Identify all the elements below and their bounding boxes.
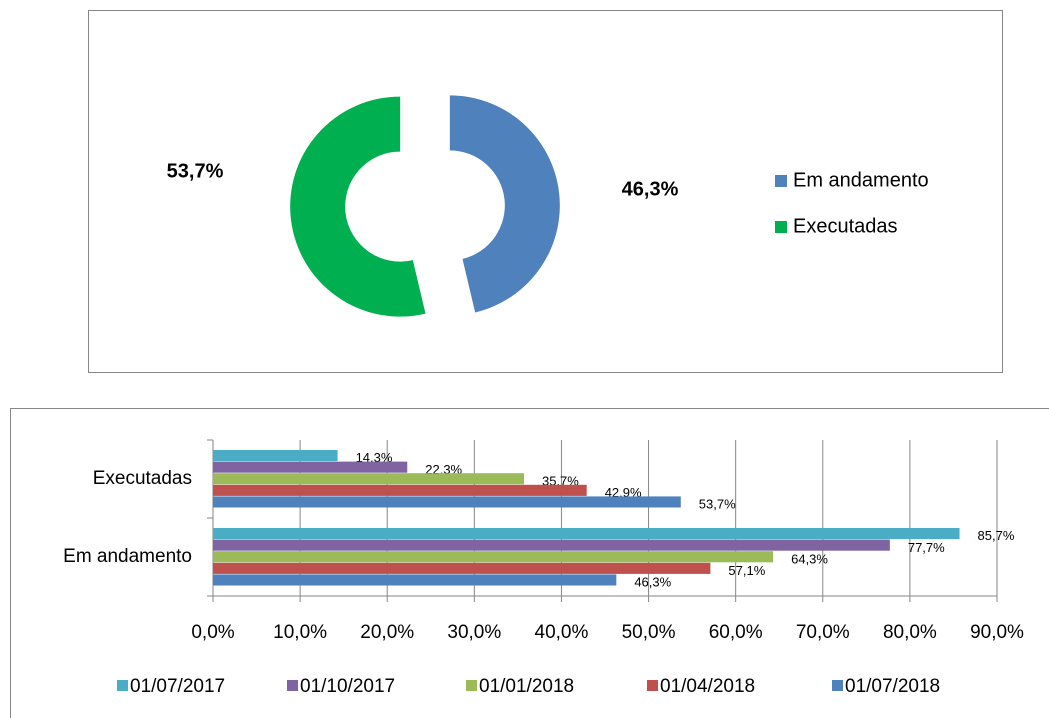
data-label: 42,9% (605, 485, 642, 500)
data-label: 53,7% (167, 160, 224, 182)
bar (213, 528, 960, 540)
data-label: 46,3% (622, 178, 679, 200)
bar (213, 539, 890, 551)
y-tick-label: Executadas (93, 468, 192, 489)
legend-swatch (117, 680, 128, 691)
legend-swatch (647, 680, 658, 691)
bar (213, 484, 587, 496)
data-label: 57,1% (728, 563, 765, 578)
x-tick-label: 90,0% (970, 622, 1024, 643)
x-tick-label: 50,0% (622, 622, 676, 643)
legend-label: Executadas (793, 215, 898, 237)
donut-segment (290, 96, 426, 317)
bar (213, 473, 524, 485)
data-label: 22,3% (425, 462, 462, 477)
x-tick-label: 0,0% (191, 622, 234, 643)
donut-segment (449, 95, 560, 313)
bar (213, 450, 338, 462)
y-tick-label: Em andamento (63, 546, 192, 567)
data-label: 14,3% (356, 450, 393, 465)
bar (213, 551, 774, 563)
x-tick-label: 10,0% (273, 622, 327, 643)
x-tick-label: 40,0% (535, 622, 589, 643)
data-label: 77,7% (908, 540, 945, 555)
legend-swatch (287, 680, 298, 691)
data-label: 35,7% (542, 473, 579, 488)
legend-swatch (775, 221, 787, 233)
legend-swatch (775, 175, 787, 187)
data-label: 85,7% (978, 528, 1015, 543)
bar (213, 496, 681, 508)
legend-label: Em andamento (793, 169, 929, 191)
legend-label: 01/10/2017 (300, 676, 395, 697)
data-label: 53,7% (699, 497, 736, 512)
x-tick-label: 60,0% (709, 622, 763, 643)
x-tick-label: 70,0% (796, 622, 850, 643)
bar (213, 461, 408, 473)
legend-label: 01/07/2017 (130, 676, 225, 697)
legend-label: 01/01/2018 (479, 676, 574, 697)
legend-label: 01/04/2018 (660, 676, 755, 697)
data-label: 46,3% (634, 575, 671, 590)
bar (213, 574, 617, 586)
legend-swatch (466, 680, 477, 691)
legend-swatch (832, 680, 843, 691)
x-tick-label: 30,0% (447, 622, 501, 643)
x-tick-label: 20,0% (360, 622, 414, 643)
data-label: 64,3% (791, 551, 828, 566)
legend-label: 01/07/2018 (845, 676, 940, 697)
x-tick-label: 80,0% (883, 622, 937, 643)
bar (213, 562, 711, 574)
